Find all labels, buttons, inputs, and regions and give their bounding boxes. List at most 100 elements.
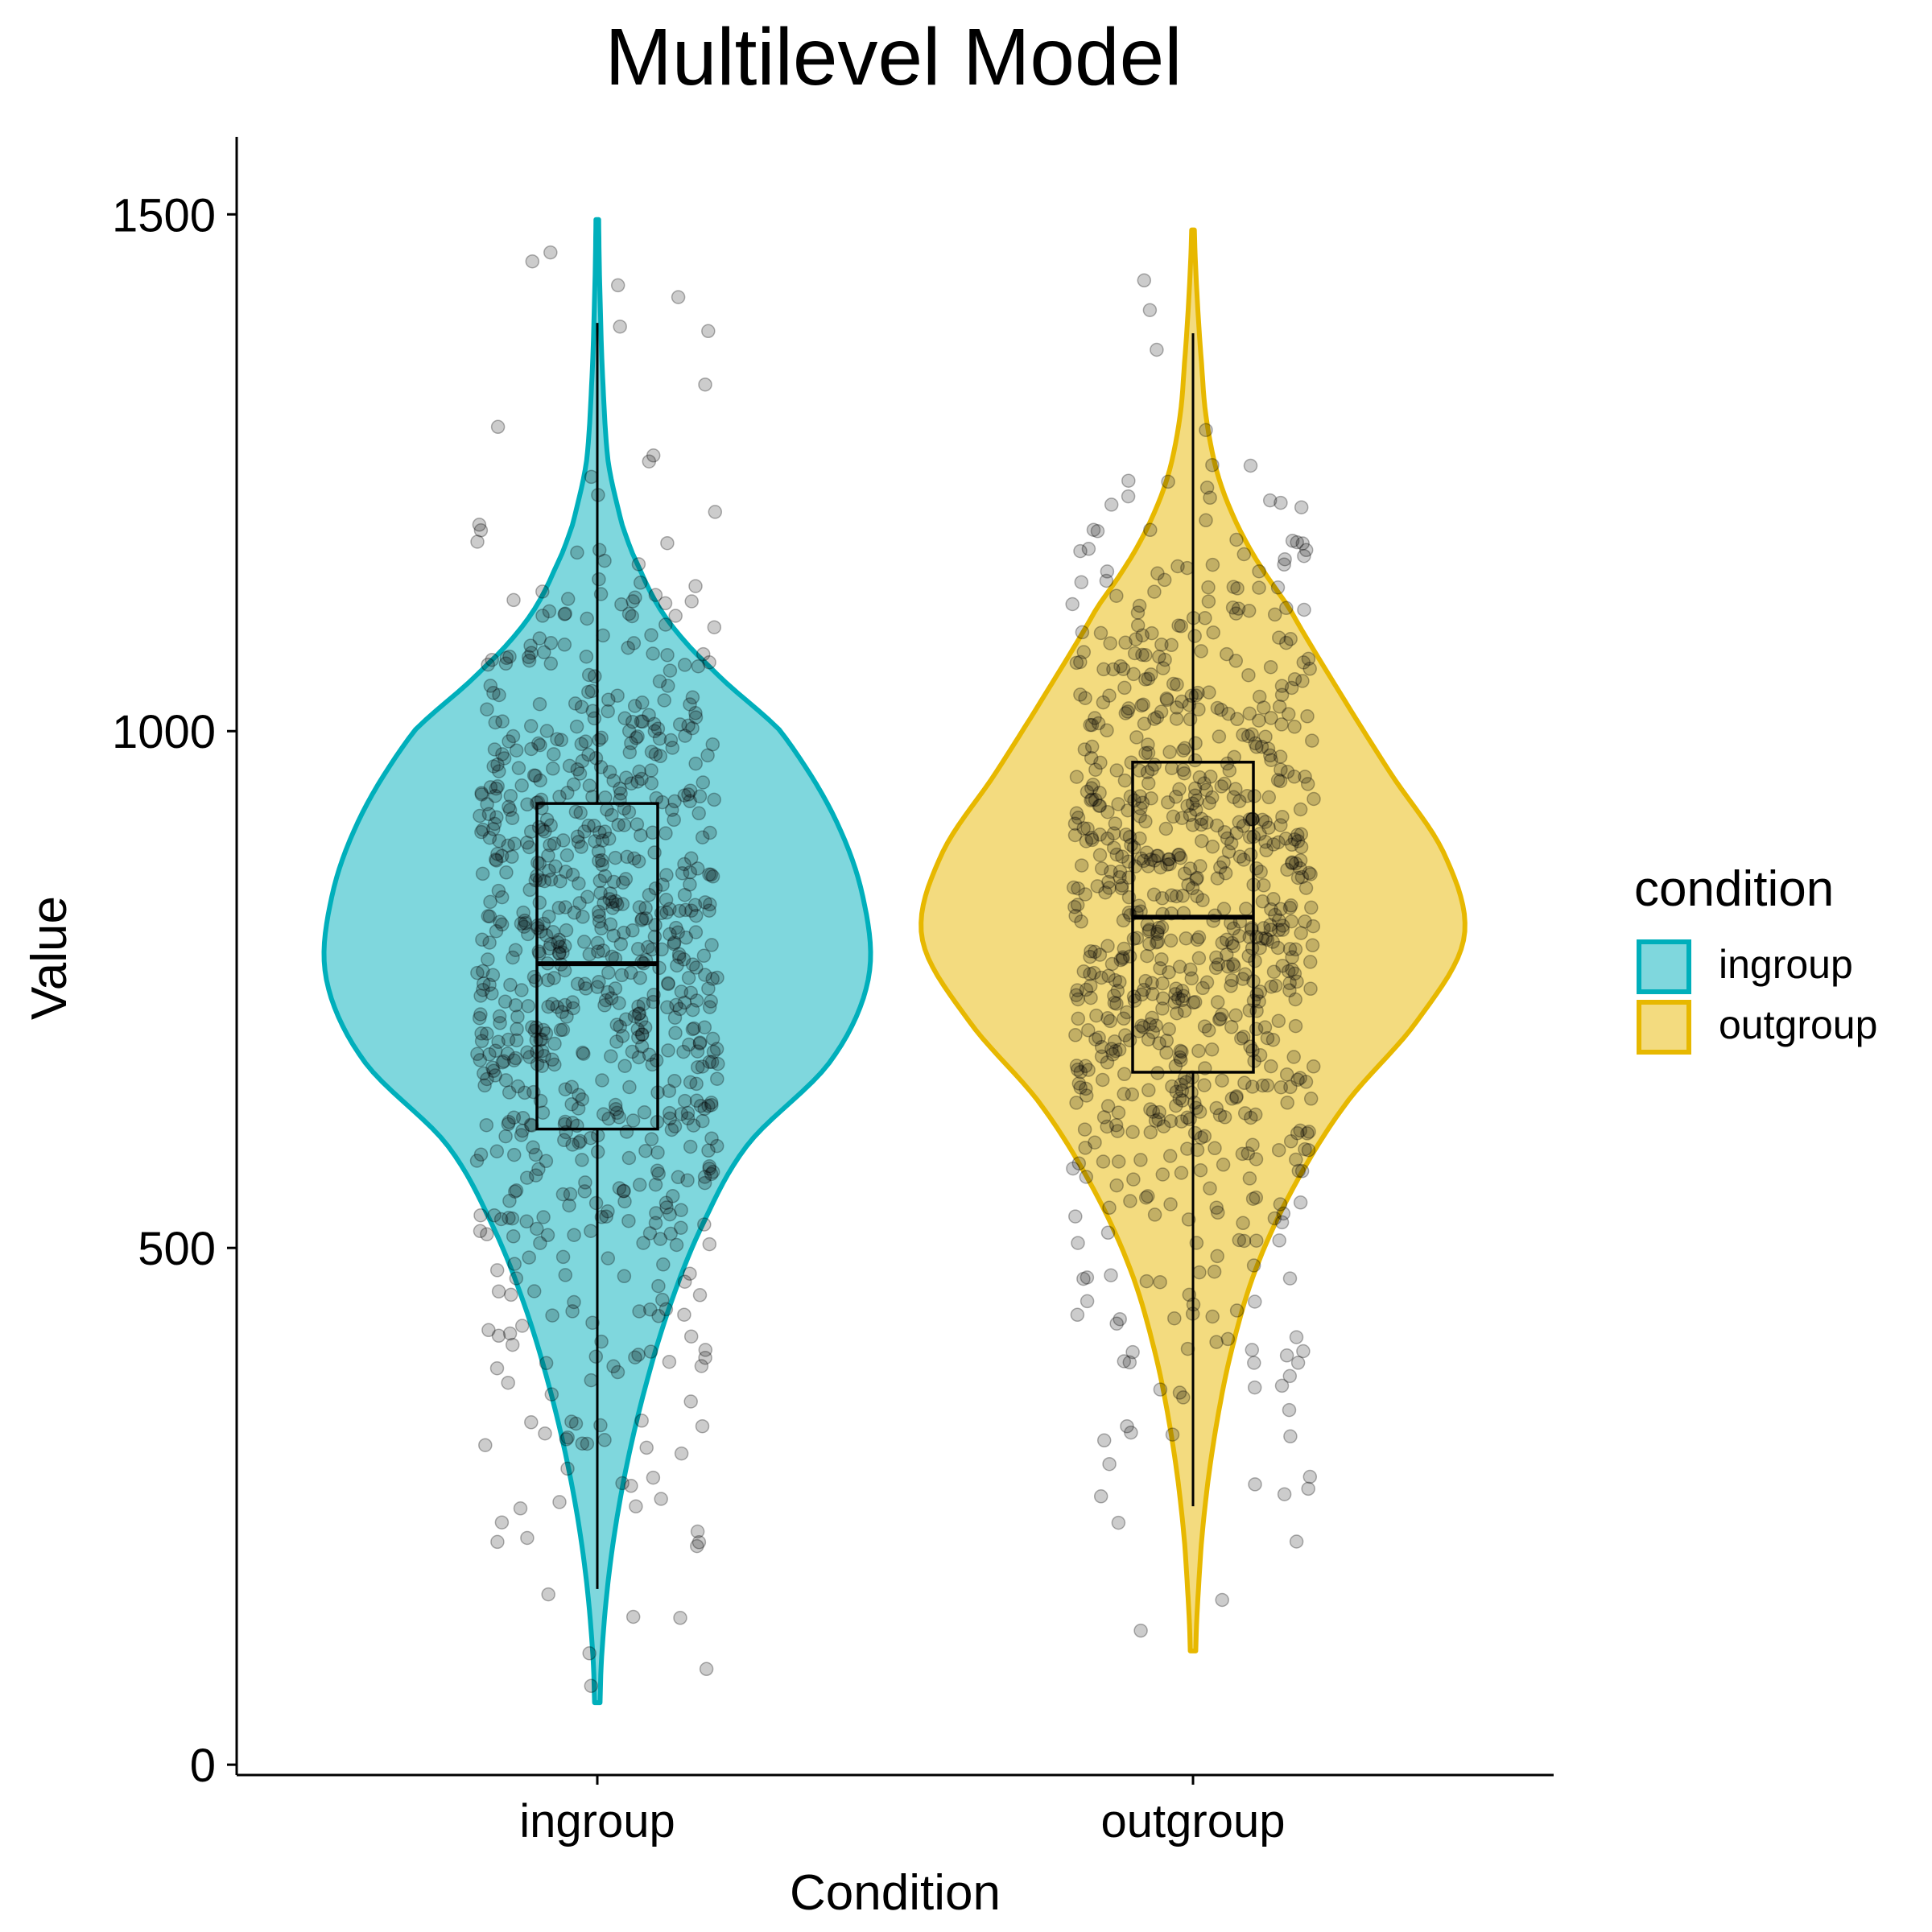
data-point — [663, 1207, 677, 1222]
data-point — [1212, 1012, 1227, 1027]
data-point — [1100, 939, 1115, 953]
data-point — [1100, 564, 1115, 579]
data-point — [702, 867, 716, 882]
data-point — [487, 1208, 502, 1223]
data-point — [1169, 981, 1183, 996]
data-point — [1306, 919, 1321, 934]
data-point — [597, 824, 613, 839]
data-point — [614, 968, 630, 983]
data-point — [1123, 1194, 1137, 1208]
data-point — [1125, 1125, 1140, 1139]
data-point — [617, 1194, 632, 1209]
data-point — [1108, 1117, 1124, 1133]
data-point — [667, 1010, 683, 1025]
data-point — [1108, 1043, 1123, 1059]
data-point — [680, 1173, 695, 1187]
data-point — [600, 803, 614, 817]
data-point — [1081, 1023, 1096, 1038]
data-point — [1101, 968, 1116, 984]
data-point — [662, 1084, 677, 1098]
data-point — [1100, 832, 1115, 846]
data-point — [609, 897, 625, 912]
data-point — [518, 916, 533, 931]
data-point — [681, 718, 696, 733]
data-point — [1273, 1197, 1288, 1212]
data-point — [1109, 1178, 1124, 1193]
data-point — [1100, 1055, 1115, 1070]
data-point — [517, 919, 531, 934]
data-point — [668, 1026, 683, 1040]
data-point — [1285, 534, 1300, 548]
data-point — [1084, 831, 1099, 845]
data-point — [617, 925, 631, 940]
data-point — [1109, 588, 1124, 603]
data-point — [683, 865, 698, 880]
data-point — [528, 1168, 543, 1183]
data-point — [504, 1287, 518, 1302]
data-point — [1132, 763, 1147, 778]
data-point — [1150, 924, 1165, 939]
data-point — [580, 611, 594, 626]
data-point — [1207, 1264, 1222, 1279]
data-point — [497, 751, 512, 766]
data-point — [1117, 680, 1132, 696]
data-point — [672, 950, 687, 964]
data-point — [1068, 1209, 1083, 1224]
data-point — [478, 1438, 493, 1452]
data-point — [476, 982, 490, 997]
data-point — [486, 822, 501, 836]
data-point — [1291, 1163, 1307, 1179]
data-point — [1294, 926, 1308, 940]
data-point — [1209, 1200, 1224, 1215]
data-point — [1069, 806, 1084, 821]
data-point — [1306, 1059, 1321, 1074]
data-point — [1147, 584, 1162, 599]
data-point — [1303, 1092, 1319, 1106]
data-point — [669, 920, 683, 935]
data-point — [1140, 948, 1154, 964]
data-point — [697, 1217, 712, 1232]
data-point — [1289, 1152, 1303, 1167]
data-point — [689, 960, 704, 975]
data-point — [625, 609, 639, 624]
data-point — [1120, 1418, 1134, 1434]
data-point — [506, 592, 521, 608]
data-point — [612, 996, 626, 1010]
data-point — [541, 999, 555, 1014]
data-point — [1134, 698, 1149, 713]
data-point — [1170, 991, 1186, 1005]
data-point — [1174, 1166, 1189, 1180]
data-point — [1201, 594, 1216, 609]
data-point — [481, 807, 497, 822]
data-point — [1159, 1045, 1174, 1060]
data-point — [505, 811, 520, 825]
data-point — [575, 1153, 589, 1167]
data-point — [1068, 908, 1083, 923]
data-point — [1220, 959, 1236, 974]
data-point — [677, 1274, 692, 1289]
data-point — [518, 1085, 532, 1100]
data-point — [1242, 706, 1257, 721]
data-point — [1210, 700, 1225, 716]
data-point — [1078, 1141, 1092, 1155]
data-point — [502, 734, 516, 749]
data-point — [1221, 706, 1236, 721]
data-point — [628, 1350, 642, 1364]
data-point — [566, 1001, 580, 1016]
data-point — [479, 1117, 494, 1133]
data-point — [1083, 967, 1097, 981]
data-point — [1163, 1113, 1179, 1129]
data-point — [705, 1165, 720, 1179]
data-point — [659, 868, 674, 882]
data-point — [1290, 1356, 1306, 1370]
data-point — [674, 1220, 688, 1235]
data-point — [695, 830, 710, 844]
data-point — [1100, 1011, 1115, 1026]
data-point — [608, 850, 623, 865]
data-point — [617, 818, 632, 832]
data-point — [602, 765, 617, 779]
data-point — [1117, 1354, 1132, 1368]
data-point — [510, 1079, 526, 1094]
data-point — [1180, 799, 1195, 813]
data-point — [1111, 797, 1125, 811]
